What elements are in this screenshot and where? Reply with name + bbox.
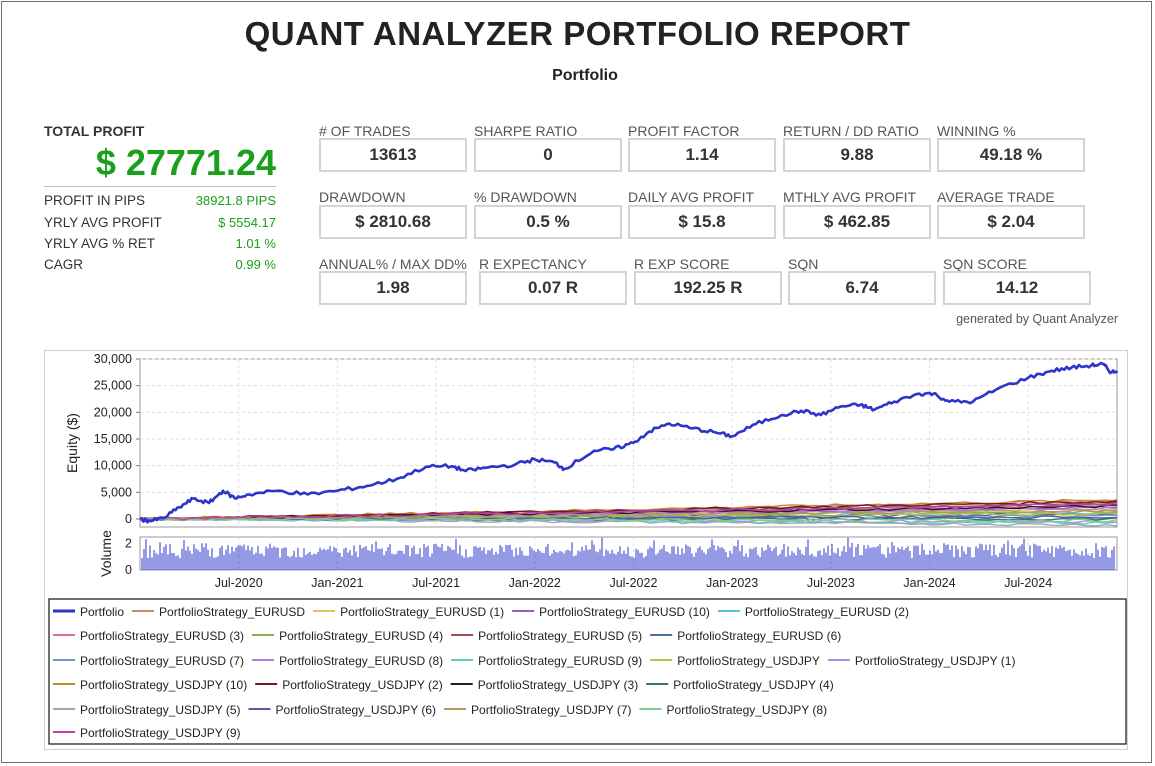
stat-value-avg-trade: $ 2.04 — [937, 205, 1085, 239]
stat-label-avg-trade: AVERAGE TRADE — [937, 189, 1055, 205]
legend-label: PortfolioStrategy_EURUSD — [159, 605, 305, 619]
stat-label-r-exp-score: R EXP SCORE — [634, 256, 730, 272]
legend-label: PortfolioStrategy_EURUSD (4) — [279, 629, 443, 643]
volume-tick-label: 0 — [125, 563, 132, 577]
legend-label: PortfolioStrategy_EURUSD (6) — [677, 629, 841, 643]
summary-row-pips: PROFIT IN PIPS 38921.8 PIPS — [44, 193, 276, 208]
summary-row-cagr: CAGR 0.99 % — [44, 257, 276, 272]
strategy-series-line — [139, 517, 1118, 523]
legend-label: PortfolioStrategy_USDJPY (6) — [276, 703, 437, 717]
stat-value-sharpe: 0 — [474, 138, 622, 172]
stat-label-daily-avg: DAILY AVG PROFIT — [628, 189, 755, 205]
y-tick-label: 5,000 — [101, 485, 132, 499]
chart-legend — [48, 598, 1127, 745]
y-tick-label: 10,000 — [94, 459, 132, 473]
strategy-series-line — [139, 502, 1118, 521]
generated-by-note: generated by Quant Analyzer — [956, 312, 1118, 326]
stat-value-profit-factor: 1.14 — [628, 138, 776, 172]
x-tick-label: Jul-2023 — [807, 576, 855, 590]
summary-row-label: YRLY AVG % RET — [44, 236, 156, 251]
volume-axis-label: Volume — [98, 530, 114, 577]
stat-label-sharpe: SHARPE RATIO — [474, 123, 578, 139]
legend-label: PortfolioStrategy_EURUSD (5) — [478, 629, 642, 643]
x-tick-label: Jan-2024 — [903, 576, 955, 590]
summary-divider — [44, 186, 276, 187]
legend-label: PortfolioStrategy_USDJPY (8) — [667, 703, 828, 717]
summary-row-label: YRLY AVG PROFIT — [44, 215, 162, 230]
summary-row-yrly-ret: YRLY AVG % RET 1.01 % — [44, 236, 276, 251]
x-tick-label: Jan-2023 — [706, 576, 758, 590]
stat-value-drawdown: $ 2810.68 — [319, 205, 467, 239]
y-tick-label: 20,000 — [94, 405, 132, 419]
equity-chart: 0 5,000 10,000 15,000 20,000 25,000 30,000 0 2 Ju… — [48, 352, 1127, 745]
stat-value-sqn: 6.74 — [788, 271, 936, 305]
legend-label: PortfolioStrategy_USDJPY (4) — [673, 678, 834, 692]
legend-label: PortfolioStrategy_EURUSD (2) — [745, 605, 909, 619]
stat-value-daily-avg: $ 15.8 — [628, 205, 776, 239]
stat-value-r-exp-score: 192.25 R — [634, 271, 782, 305]
summary-row-value: 1.01 % — [235, 236, 276, 251]
x-tick-label: Jul-2024 — [1004, 576, 1052, 590]
stat-value-sqn-score: 14.12 — [943, 271, 1091, 305]
report-subtitle: Portfolio — [552, 67, 618, 84]
y-tick-label: 30,000 — [94, 352, 132, 366]
x-tick-label: Jul-2022 — [609, 576, 657, 590]
legend-label: PortfolioStrategy_USDJPY (7) — [471, 703, 632, 717]
stat-label-r-expectancy: R EXPECTANCY — [479, 256, 587, 272]
stat-label-annual-maxdd: ANNUAL% / MAX DD% — [319, 256, 467, 272]
y-tick-label: 25,000 — [94, 379, 132, 393]
strategy-series-line — [140, 515, 1118, 521]
legend-label: PortfolioStrategy_EURUSD (7) — [80, 654, 244, 668]
legend-label: Portfolio — [80, 605, 124, 619]
legend-label: PortfolioStrategy_EURUSD (9) — [478, 654, 642, 668]
report-title: QUANT ANALYZER PORTFOLIO REPORT — [244, 15, 911, 52]
legend-label: PortfolioStrategy_USDJPY — [677, 654, 820, 668]
summary-row-label: CAGR — [44, 257, 84, 272]
legend-label: PortfolioStrategy_EURUSD (8) — [279, 654, 443, 668]
equity-chart-panel: 0 5,000 10,000 15,000 20,000 25,000 30,000 0 2 Ju… — [44, 350, 1128, 750]
summary-row-label: PROFIT IN PIPS — [44, 193, 146, 208]
stat-value-return-dd: 9.88 — [783, 138, 931, 172]
legend-label: PortfolioStrategy_USDJPY (2) — [282, 678, 443, 692]
legend-label: PortfolioStrategy_USDJPY (9) — [80, 726, 241, 740]
stat-label-sqn: SQN — [788, 256, 819, 272]
legend-label: PortfolioStrategy_EURUSD (3) — [80, 629, 244, 643]
legend-label: PortfolioStrategy_USDJPY (5) — [80, 703, 241, 717]
stat-label-winning: WINNING % — [937, 123, 1016, 139]
x-tick-label: Jan-2022 — [509, 576, 561, 590]
y-axis-label: Equity ($) — [64, 413, 80, 473]
stat-label-sqn-score: SQN SCORE — [943, 256, 1028, 272]
stat-label-pct-drawdown: % DRAWDOWN — [474, 189, 577, 205]
legend-label: PortfolioStrategy_USDJPY (10) — [80, 678, 247, 692]
y-tick-label: 15,000 — [94, 432, 132, 446]
stat-value-annual-maxdd: 1.98 — [319, 271, 467, 305]
summary-row-yrly-profit: YRLY AVG PROFIT $ 5554.17 — [44, 215, 276, 230]
stat-value-mthly-avg: $ 462.85 — [783, 205, 931, 239]
legend-label: PortfolioStrategy_EURUSD (10) — [539, 605, 710, 619]
stat-value-r-expectancy: 0.07 R — [479, 271, 627, 305]
summary-row-value: $ 5554.17 — [218, 215, 276, 230]
stat-label-trades: # OF TRADES — [319, 123, 411, 139]
total-profit-label: TOTAL PROFIT — [44, 123, 145, 139]
legend-label: PortfolioStrategy_USDJPY (3) — [478, 678, 639, 692]
stat-value-pct-drawdown: 0.5 % — [474, 205, 622, 239]
stat-label-drawdown: DRAWDOWN — [319, 189, 406, 205]
stat-value-trades: 13613 — [319, 138, 467, 172]
total-profit-value: $ 27771.24 — [95, 142, 276, 183]
legend-label: PortfolioStrategy_USDJPY (1) — [855, 654, 1016, 668]
legend-label: PortfolioStrategy_EURUSD (1) — [340, 605, 504, 619]
stat-label-profit-factor: PROFIT FACTOR — [628, 123, 740, 139]
summary-row-value: 38921.8 PIPS — [195, 193, 276, 208]
stat-label-mthly-avg: MTHLY AVG PROFIT — [783, 189, 917, 205]
volume-tick-label: 2 — [125, 537, 132, 551]
y-tick-label: 0 — [125, 512, 132, 526]
portfolio-series-line — [139, 361, 1119, 524]
summary-row-value: 0.99 % — [235, 257, 276, 272]
stat-value-winning: 49.18 % — [937, 138, 1085, 172]
x-tick-label: Jul-2020 — [215, 576, 263, 590]
x-tick-label: Jul-2021 — [412, 576, 460, 590]
x-tick-label: Jan-2021 — [311, 576, 363, 590]
stat-label-return-dd: RETURN / DD RATIO — [783, 123, 919, 139]
